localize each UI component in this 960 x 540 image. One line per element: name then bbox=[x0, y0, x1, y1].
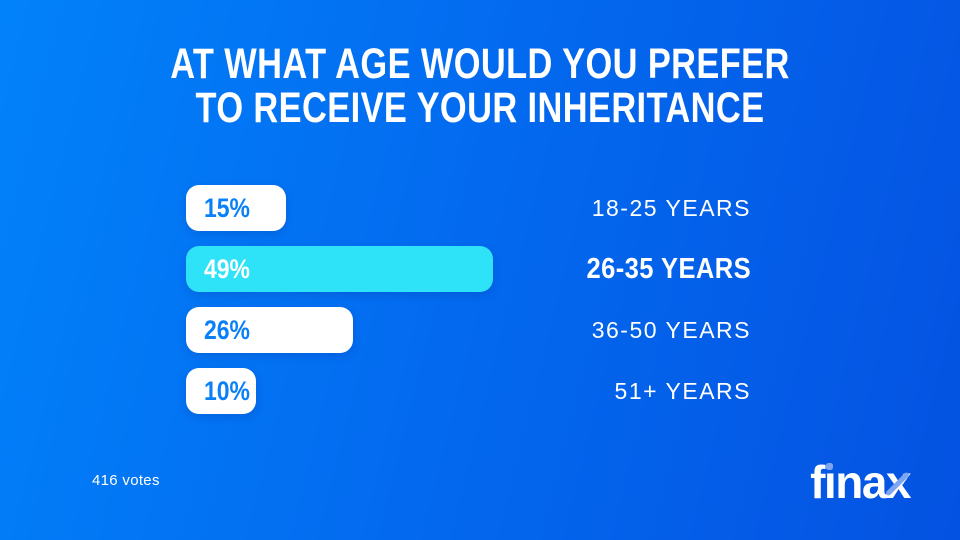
bar-value-label: 15% bbox=[204, 192, 250, 223]
poll-bar: 10% bbox=[186, 368, 256, 414]
category-label: 18-25 YEARS bbox=[591, 194, 751, 221]
poll-bar: 26% bbox=[186, 307, 353, 353]
bar-value-label: 26% bbox=[204, 314, 250, 345]
logo-x-accent bbox=[885, 471, 910, 497]
title-line-1: AT WHAT AGE WOULD YOU PREFER bbox=[170, 40, 790, 88]
poll-row: 10% 51+ YEARS bbox=[186, 368, 751, 414]
logo-letter-i: ı bbox=[823, 456, 837, 508]
poll-chart: 15% 18-25 YEARS 49% 26-35 YEARS 26% 36-50 YEA… bbox=[186, 185, 751, 429]
logo-i-dot bbox=[825, 463, 833, 470]
category-label: 51+ YEARS bbox=[614, 377, 751, 404]
bar-value-label: 49% bbox=[204, 253, 250, 284]
page-title: AT WHAT AGE WOULD YOU PREFER TO RECEIVE … bbox=[0, 42, 960, 130]
bar-value-label: 10% bbox=[204, 375, 250, 406]
poll-bar: 49% bbox=[186, 246, 493, 292]
title-line-2: TO RECEIVE YOUR INHERITANCE bbox=[195, 84, 765, 132]
poll-row: 15% 18-25 YEARS bbox=[186, 185, 751, 231]
category-label: 36-50 YEARS bbox=[591, 316, 751, 343]
category-label: 26-35 YEARS bbox=[586, 252, 751, 285]
poll-row: 49% 26-35 YEARS bbox=[186, 246, 751, 292]
logo-letter-x: x bbox=[885, 459, 912, 505]
votes-count: 416 votes bbox=[92, 472, 160, 489]
poll-row: 26% 36-50 YEARS bbox=[186, 307, 751, 353]
finax-logo: fınax bbox=[810, 456, 912, 508]
poll-bar: 15% bbox=[186, 185, 286, 231]
